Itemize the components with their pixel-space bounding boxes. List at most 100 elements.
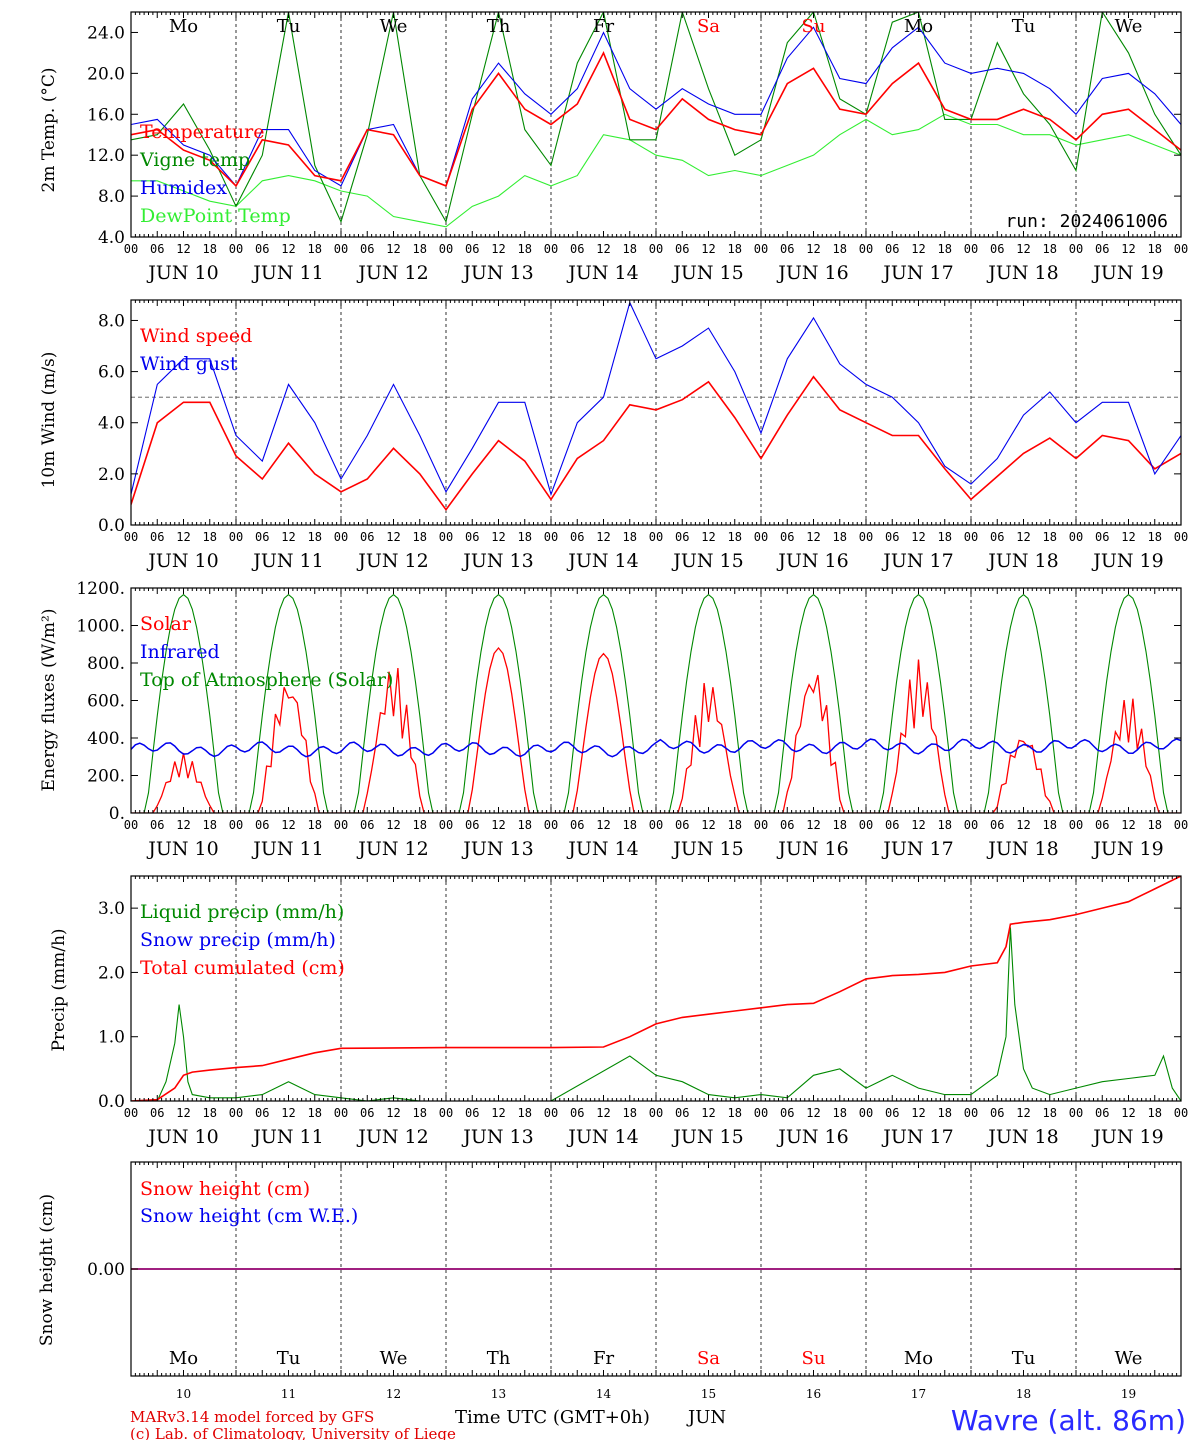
hour-label: 00 [124, 242, 138, 256]
hour-label: 18 [518, 242, 532, 256]
hour-label: 12 [701, 1106, 715, 1120]
hour-label: 00 [124, 818, 138, 832]
date-label: JUN 14 [566, 1126, 638, 1148]
hour-label: 12 [491, 242, 505, 256]
hour-label: 18 [938, 242, 952, 256]
hour-label: 12 [806, 1106, 820, 1120]
legend-entry: Total cumulated (cm) [140, 957, 345, 979]
date-label: JUN 17 [881, 550, 953, 572]
hour-label: 00 [1174, 242, 1188, 256]
hour-label: 18 [938, 818, 952, 832]
hour-label: 00 [859, 242, 873, 256]
y-tick-label: 0.0 [98, 1092, 125, 1112]
hour-label: 06 [570, 1106, 584, 1120]
weekday-label: Fr [593, 16, 614, 37]
hour-label: 12 [1121, 530, 1135, 544]
hour-label: 18 [938, 1106, 952, 1120]
y-axis-label: Precip (mm/h) [49, 928, 69, 1051]
hour-label: 06 [570, 818, 584, 832]
date-label: JUN 19 [1091, 838, 1163, 860]
date-label: JUN 18 [986, 838, 1058, 860]
hour-label: 18 [518, 1106, 532, 1120]
hour-label: 12 [911, 1106, 925, 1120]
date-label: JUN 16 [776, 838, 848, 860]
day-number: 10 [176, 1387, 191, 1401]
hour-label: 18 [1043, 1106, 1057, 1120]
weekday-label: Tu [1012, 16, 1036, 37]
date-label: JUN 13 [461, 262, 533, 284]
weekday-label: Mo [169, 16, 198, 37]
hour-label: 18 [203, 1106, 217, 1120]
weekday-label: Tu [277, 1348, 301, 1369]
hour-label: 12 [1016, 242, 1030, 256]
y-tick-label: 1200. [76, 579, 125, 599]
day-number: 17 [911, 1387, 926, 1401]
y-tick-label: 1.0 [98, 1028, 125, 1048]
legend-entry: DewPoint Temp [140, 205, 291, 227]
y-tick-label: 0.0 [98, 516, 125, 536]
series-line-1 [131, 50, 1181, 188]
legend-entry: Wind speed [140, 325, 252, 347]
hour-label: 06 [885, 1106, 899, 1120]
series-line-infrared [131, 738, 1181, 758]
date-label: JUN 19 [1091, 262, 1163, 284]
hour-label: 18 [833, 242, 847, 256]
day-number: 15 [701, 1387, 716, 1401]
hour-label: 18 [1043, 530, 1057, 544]
hour-label: 12 [176, 242, 190, 256]
y-tick-label: 4.0 [98, 414, 125, 434]
hour-label: 06 [465, 818, 479, 832]
hour-label: 00 [1069, 242, 1083, 256]
date-label: JUN 10 [146, 550, 218, 572]
hour-label: 06 [255, 242, 269, 256]
date-label: JUN 18 [986, 550, 1058, 572]
date-label: JUN 14 [566, 262, 638, 284]
hour-label: 18 [308, 242, 322, 256]
hour-label: 00 [439, 530, 453, 544]
hour-label: 00 [439, 818, 453, 832]
y-tick-label: 800. [87, 654, 125, 674]
legend-entry: Snow height (cm) [140, 1178, 310, 1200]
series-line-2 [131, 12, 1181, 224]
wind-panel: 0.0 2.0 4.0 6.0 8.0 10m Wind (m/s) Wind speed W… [39, 299, 1188, 572]
hour-label: 12 [1121, 242, 1135, 256]
hour-label: 00 [229, 818, 243, 832]
hour-label: 18 [1148, 242, 1162, 256]
date-label: JUN 12 [356, 262, 428, 284]
hour-label: 00 [124, 530, 138, 544]
series-line-solar [131, 646, 1181, 813]
hour-label: 06 [1095, 1106, 1109, 1120]
hour-label: 12 [176, 818, 190, 832]
y-axis-label: Energy fluxes (W/m²) [39, 609, 59, 792]
series-line-toa [131, 593, 1181, 813]
hour-label: 12 [911, 818, 925, 832]
hour-label: 12 [1121, 1106, 1135, 1120]
date-label: JUN 17 [881, 262, 953, 284]
hour-label: 00 [544, 1106, 558, 1120]
legend-entry: Humidex [140, 177, 227, 199]
hour-label: 00 [649, 242, 663, 256]
hour-label: 18 [413, 530, 427, 544]
y-tick-label: 1000. [76, 617, 125, 637]
hour-label: 18 [413, 818, 427, 832]
hour-label: 00 [229, 1106, 243, 1120]
hour-label: 00 [859, 530, 873, 544]
hour-label: 00 [964, 530, 978, 544]
hour-label: 00 [649, 530, 663, 544]
weekday-label: Mo [169, 1348, 198, 1369]
hour-label: 12 [806, 242, 820, 256]
hour-label: 18 [308, 530, 322, 544]
y-tick-label: 16.0 [87, 105, 125, 125]
month-label: JUN [686, 1407, 726, 1428]
hour-label: 06 [360, 818, 374, 832]
weekday-label: We [380, 16, 408, 37]
hour-label: 18 [413, 242, 427, 256]
hour-label: 18 [728, 1106, 742, 1120]
date-label: JUN 16 [776, 550, 848, 572]
hour-label: 18 [833, 1106, 847, 1120]
hour-label: 12 [491, 1106, 505, 1120]
hour-label: 18 [203, 242, 217, 256]
hour-label: 06 [780, 242, 794, 256]
weekday-label: Mo [904, 1348, 933, 1369]
hour-label: 18 [308, 1106, 322, 1120]
